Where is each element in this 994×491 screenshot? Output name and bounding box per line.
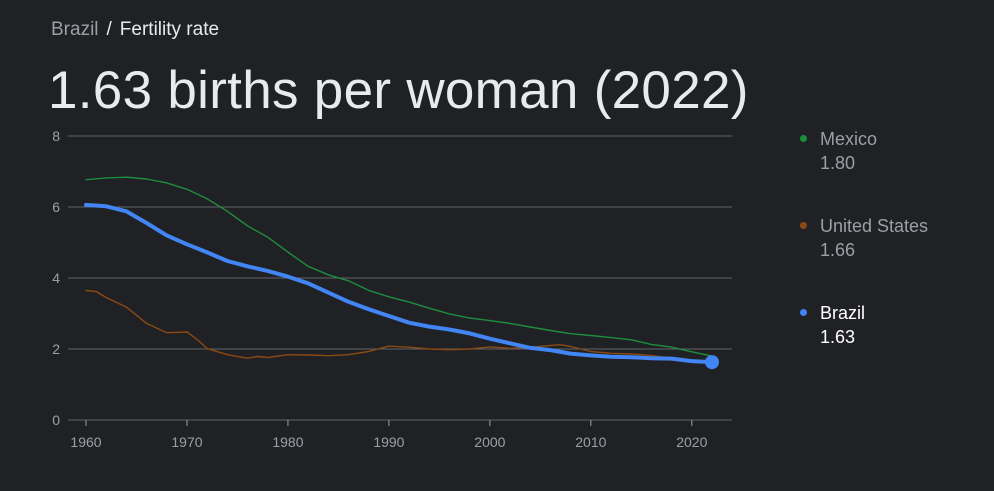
legend-name: Mexico — [820, 129, 878, 149]
x-tick-label: 2000 — [474, 434, 505, 450]
x-tick-label: 1970 — [171, 434, 202, 450]
series-line-mexico — [85, 176, 713, 357]
page-title: 1.63 births per woman (2022) — [48, 61, 749, 120]
legend-dot-icon — [800, 135, 807, 142]
legend-name: Brazil — [820, 303, 866, 323]
legend-value: 1.63 — [820, 327, 856, 347]
breadcrumb-parent-link[interactable]: Brazil — [51, 19, 99, 40]
series-line-brazil — [84, 202, 714, 365]
legend-dot-icon — [800, 222, 807, 229]
y-tick-label: 2 — [52, 341, 60, 357]
legend-name: United States — [820, 216, 929, 236]
y-tick-label: 0 — [52, 412, 60, 428]
breadcrumb: Brazil / Fertility rate — [51, 19, 219, 41]
legend-value: 1.80 — [820, 153, 856, 173]
x-tick-label: 2010 — [575, 434, 606, 450]
legend-dot-icon — [800, 309, 807, 316]
x-tick-label: 2020 — [676, 434, 707, 450]
x-tick-label: 1980 — [272, 434, 303, 450]
y-tick-label: 6 — [52, 199, 60, 215]
y-tick-label: 4 — [52, 270, 60, 286]
breadcrumb-separator: / — [106, 19, 112, 40]
y-tick-label: 8 — [52, 128, 60, 144]
breadcrumb-current: Fertility rate — [119, 19, 220, 40]
x-tick-label: 1990 — [373, 434, 404, 450]
series-line-united-states — [85, 289, 713, 363]
series-endpoint-marker — [705, 355, 719, 370]
legend-value: 1.66 — [820, 240, 856, 260]
x-tick-label: 1960 — [70, 434, 101, 450]
